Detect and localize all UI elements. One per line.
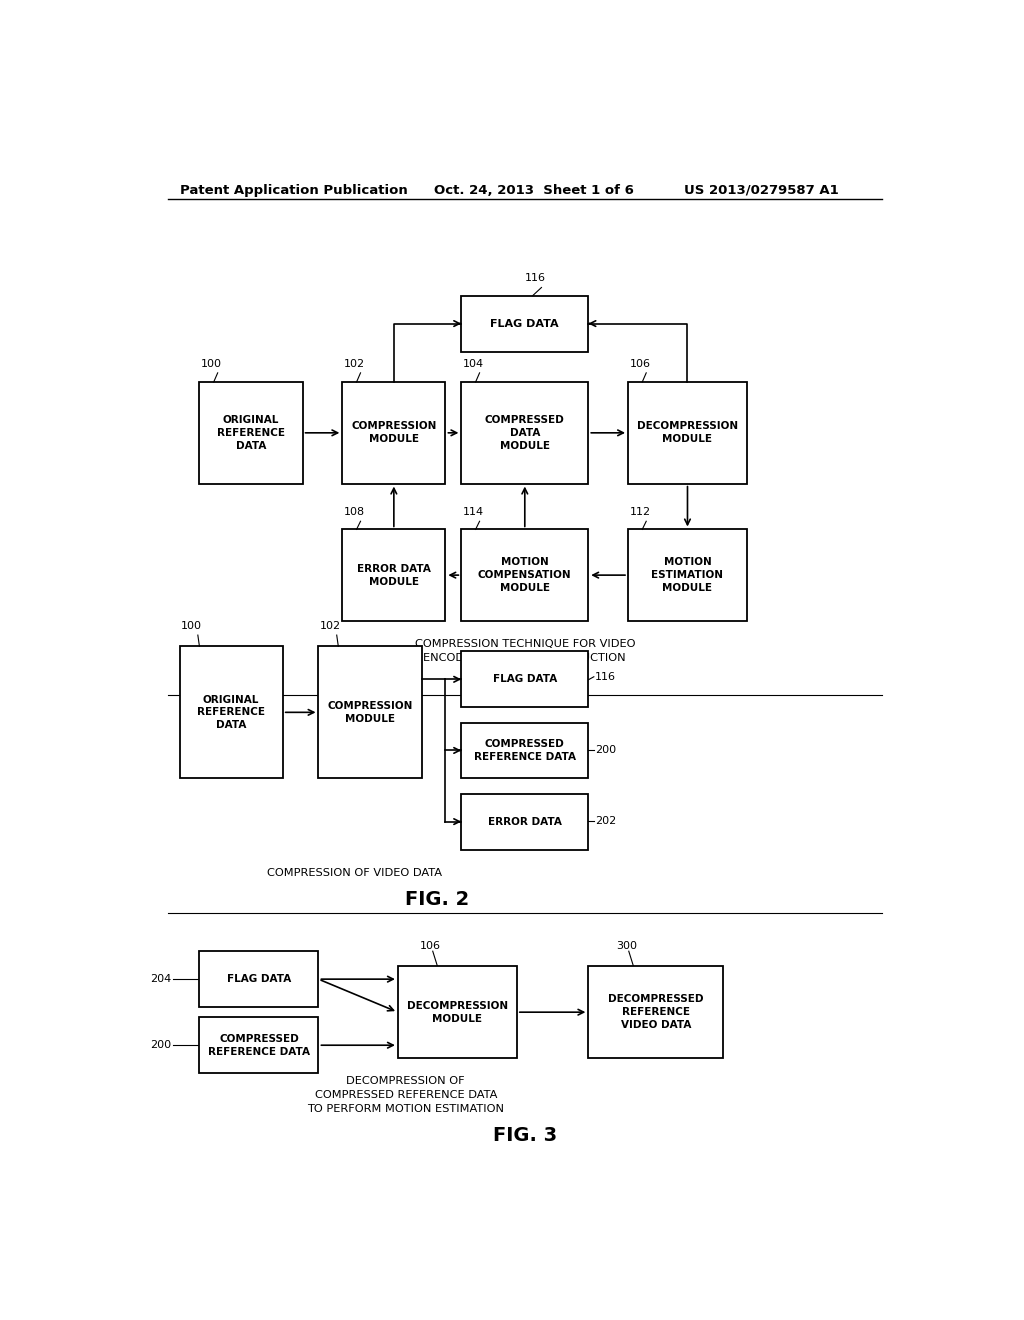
Text: FLAG DATA: FLAG DATA (490, 318, 559, 329)
Text: DECOMPRESSED
REFERENCE
VIDEO DATA: DECOMPRESSED REFERENCE VIDEO DATA (608, 994, 703, 1030)
FancyBboxPatch shape (461, 651, 588, 708)
Text: FIG. 3: FIG. 3 (493, 1126, 557, 1144)
FancyBboxPatch shape (461, 722, 588, 779)
Text: Patent Application Publication: Patent Application Publication (179, 183, 408, 197)
Text: 100: 100 (201, 359, 222, 368)
Text: 114: 114 (463, 507, 484, 517)
Text: COMPRESSION TECHNIQUE FOR VIDEO
ENCODER BANDWIDTH REDUCTION: COMPRESSION TECHNIQUE FOR VIDEO ENCODER … (415, 639, 635, 663)
FancyBboxPatch shape (628, 529, 748, 620)
Text: DECOMPRESSION
MODULE: DECOMPRESSION MODULE (637, 421, 738, 445)
Text: 116: 116 (524, 273, 546, 284)
Text: 108: 108 (344, 507, 365, 517)
FancyBboxPatch shape (461, 793, 588, 850)
FancyBboxPatch shape (342, 529, 445, 620)
Text: COMPRESSED
REFERENCE DATA: COMPRESSED REFERENCE DATA (474, 739, 575, 762)
Text: 202: 202 (595, 816, 615, 826)
Text: 112: 112 (630, 507, 650, 517)
Text: COMPRESSED
DATA
MODULE: COMPRESSED DATA MODULE (485, 414, 564, 450)
FancyBboxPatch shape (628, 381, 748, 483)
FancyBboxPatch shape (461, 381, 588, 483)
FancyBboxPatch shape (461, 296, 588, 351)
Text: Oct. 24, 2013  Sheet 1 of 6: Oct. 24, 2013 Sheet 1 of 6 (433, 183, 634, 197)
Text: FLAG DATA: FLAG DATA (493, 675, 557, 684)
FancyBboxPatch shape (342, 381, 445, 483)
Text: COMPRESSION
MODULE: COMPRESSION MODULE (351, 421, 436, 445)
Text: ERROR DATA: ERROR DATA (487, 817, 562, 826)
Text: 104: 104 (463, 359, 484, 368)
Text: 116: 116 (595, 672, 615, 681)
Text: COMPRESSION
MODULE: COMPRESSION MODULE (328, 701, 413, 723)
FancyBboxPatch shape (200, 381, 303, 483)
Text: ERROR DATA
MODULE: ERROR DATA MODULE (357, 564, 431, 586)
FancyBboxPatch shape (179, 647, 283, 779)
Text: FIG. 2: FIG. 2 (406, 890, 470, 909)
Text: 106: 106 (420, 941, 441, 952)
Text: DECOMPRESSION
MODULE: DECOMPRESSION MODULE (407, 1001, 508, 1023)
FancyBboxPatch shape (200, 1018, 318, 1073)
Text: 102: 102 (344, 359, 365, 368)
Text: 200: 200 (151, 1040, 172, 1049)
Text: DECOMPRESSION OF
COMPRESSED REFERENCE DATA
TO PERFORM MOTION ESTIMATION: DECOMPRESSION OF COMPRESSED REFERENCE DA… (307, 1076, 504, 1114)
Text: MOTION
ESTIMATION
MODULE: MOTION ESTIMATION MODULE (651, 557, 724, 593)
Text: 102: 102 (321, 620, 341, 631)
Text: MOTION
COMPENSATION
MODULE: MOTION COMPENSATION MODULE (478, 557, 571, 593)
FancyBboxPatch shape (588, 966, 723, 1057)
Text: 200: 200 (595, 744, 615, 755)
Text: 204: 204 (151, 974, 172, 983)
Text: ORIGINAL
REFERENCE
DATA: ORIGINAL REFERENCE DATA (217, 414, 285, 450)
Text: ORIGINAL
REFERENCE
DATA: ORIGINAL REFERENCE DATA (198, 694, 265, 730)
Text: FIG. 1: FIG. 1 (493, 672, 557, 690)
Text: COMPRESSED
REFERENCE DATA: COMPRESSED REFERENCE DATA (208, 1034, 310, 1056)
FancyBboxPatch shape (397, 966, 517, 1057)
Text: 106: 106 (630, 359, 650, 368)
Text: 300: 300 (616, 941, 637, 952)
FancyBboxPatch shape (318, 647, 422, 779)
FancyBboxPatch shape (200, 952, 318, 1007)
Text: COMPRESSION OF VIDEO DATA: COMPRESSION OF VIDEO DATA (267, 867, 442, 878)
Text: FLAG DATA: FLAG DATA (227, 974, 291, 985)
Text: US 2013/0279587 A1: US 2013/0279587 A1 (684, 183, 839, 197)
FancyBboxPatch shape (461, 529, 588, 620)
Text: 100: 100 (181, 620, 202, 631)
